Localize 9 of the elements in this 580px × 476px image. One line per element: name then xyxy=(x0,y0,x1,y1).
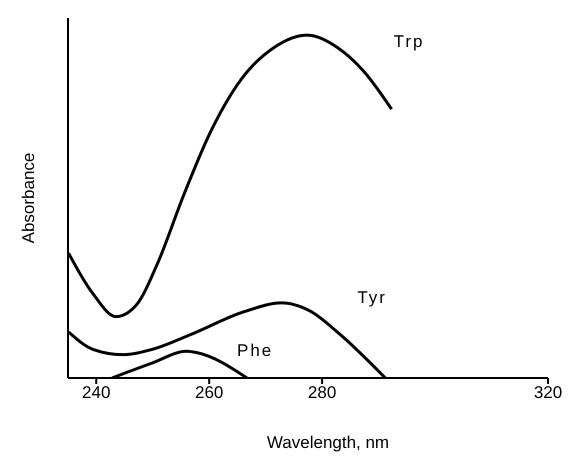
y-axis-title: Absorbance xyxy=(19,152,38,244)
x-tick-label: 240 xyxy=(82,383,110,402)
x-tick-label: 320 xyxy=(534,383,562,402)
x-axis-title: Wavelength, nm xyxy=(266,433,390,452)
series-label: Phe xyxy=(237,341,274,360)
x-tick-label: 260 xyxy=(194,383,224,402)
series-label: Tyr xyxy=(357,288,387,307)
x-tick-label: 280 xyxy=(308,383,336,402)
text: Trp xyxy=(394,32,424,52)
